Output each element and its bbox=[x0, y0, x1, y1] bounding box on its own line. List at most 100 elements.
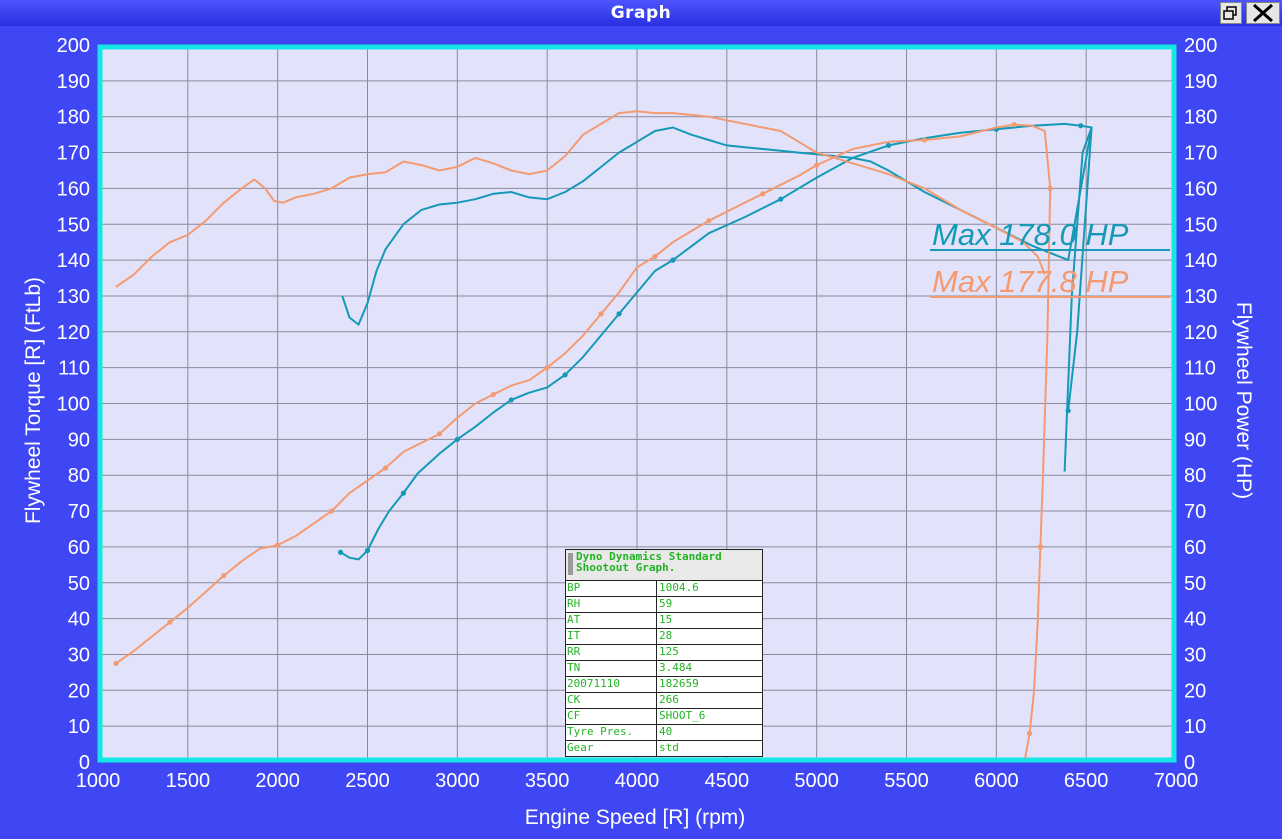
series-point-run2hp bbox=[221, 572, 227, 579]
series-point-run2hp bbox=[490, 391, 496, 398]
series-point-run2hp bbox=[1047, 185, 1053, 191]
y-tick-label-right: 50 bbox=[1184, 573, 1206, 595]
series-point-run2hp bbox=[706, 218, 712, 224]
info-key: TN bbox=[566, 661, 657, 676]
info-row-it: IT 28 bbox=[566, 629, 762, 645]
info-row-ck: CK 266 bbox=[566, 693, 762, 709]
y-tick-label-right: 150 bbox=[1184, 214, 1217, 236]
info-key: RH bbox=[566, 597, 657, 612]
y-tick-label-left: 60 bbox=[68, 537, 90, 559]
y-tick-label-right: 120 bbox=[1184, 322, 1217, 344]
y-tick-label-left: 120 bbox=[57, 322, 90, 344]
y-tick-label-right: 100 bbox=[1184, 394, 1217, 416]
info-value: 1004.6 bbox=[659, 581, 699, 594]
y-tick-label-right: 80 bbox=[1184, 465, 1206, 487]
info-key: IT bbox=[566, 629, 657, 644]
info-key: CF bbox=[566, 709, 657, 724]
y-tick-label-left: 190 bbox=[57, 71, 90, 93]
x-tick-label: 7000 bbox=[1154, 770, 1199, 792]
x-tick-label: 3000 bbox=[435, 770, 480, 792]
y-tick-label-right: 170 bbox=[1184, 143, 1217, 165]
info-row-at: AT 15 bbox=[566, 613, 762, 629]
y-tick-label-right: 180 bbox=[1184, 107, 1217, 129]
info-row-tn: TN 3.484 bbox=[566, 661, 762, 677]
series-point-run2hp bbox=[328, 508, 335, 514]
y-tick-label-right: 190 bbox=[1184, 71, 1217, 93]
series-point-run2hp bbox=[436, 431, 442, 437]
info-value: 182659 bbox=[659, 677, 699, 690]
series-point-run2hp bbox=[275, 542, 281, 548]
info-value: 3.484 bbox=[659, 661, 693, 674]
series-point-run1hp bbox=[508, 397, 514, 403]
info-value: 59 bbox=[659, 597, 673, 610]
restore-window-button[interactable] bbox=[1220, 2, 1242, 24]
series-point-run1hp bbox=[778, 196, 784, 202]
y-tick-label-left: 10 bbox=[68, 716, 90, 738]
x-tick-label: 1000 bbox=[76, 770, 121, 792]
window-title: Graph bbox=[610, 3, 672, 23]
x-tick-label: 6500 bbox=[1064, 770, 1109, 792]
x-tick-label: 5500 bbox=[884, 770, 929, 792]
series-point-run1hp bbox=[885, 142, 892, 148]
series-point-run2hp bbox=[760, 191, 766, 197]
info-value: 125 bbox=[659, 645, 679, 658]
close-window-button[interactable] bbox=[1246, 2, 1280, 24]
y-tick-label-right: 0 bbox=[1184, 752, 1195, 774]
info-title-line2: Shootout Graph. bbox=[576, 561, 676, 574]
x-axis-label: Engine Speed [R] (rpm) bbox=[525, 806, 746, 829]
x-tick-label: 1500 bbox=[166, 770, 211, 792]
info-value: 266 bbox=[659, 693, 679, 706]
y-tick-label-right: 70 bbox=[1184, 501, 1206, 523]
max-power-annotation: Max 177.8 HP bbox=[932, 264, 1129, 299]
series-point-run2hp bbox=[652, 253, 658, 260]
y-tick-label-left: 0 bbox=[79, 752, 90, 774]
series-point-run2hp bbox=[814, 162, 820, 168]
series-point-run1hp bbox=[454, 436, 460, 442]
info-row-cf: CF SHOOT_6 bbox=[566, 709, 762, 725]
close-x-icon bbox=[1253, 3, 1273, 23]
y-tick-label-left: 180 bbox=[57, 107, 90, 129]
series-point-run1hp bbox=[562, 372, 568, 378]
y-tick-label-right: 90 bbox=[1184, 429, 1206, 451]
y-tick-label-left: 130 bbox=[57, 286, 90, 308]
y-tick-label-left: 150 bbox=[57, 214, 90, 236]
x-tick-label: 6000 bbox=[974, 770, 1019, 792]
series-point-run1hp bbox=[1065, 408, 1071, 414]
series-point-run1hp bbox=[337, 549, 344, 555]
y-tick-label-left: 80 bbox=[68, 465, 90, 487]
run-info-table: Dyno Dynamics Standard Shootout Graph. B… bbox=[565, 549, 763, 757]
y-tick-label-right: 20 bbox=[1184, 680, 1206, 702]
info-value: 40 bbox=[659, 725, 673, 738]
y-tick-label-left: 30 bbox=[68, 644, 90, 666]
info-title-line1: Dyno Dynamics Standard bbox=[576, 550, 722, 563]
series-point-run1hp bbox=[364, 547, 371, 554]
y-axis-label-right: Flywheel Power (HP) bbox=[1232, 302, 1255, 499]
window-titlebar[interactable]: Graph bbox=[0, 0, 1282, 26]
y-tick-label-left: 110 bbox=[58, 358, 90, 380]
y-tick-label-left: 100 bbox=[57, 394, 90, 416]
info-row-20071110: 20071110 182659 bbox=[566, 677, 762, 693]
info-table-header: Dyno Dynamics Standard Shootout Graph. bbox=[566, 550, 762, 581]
series-line-run2hp bbox=[115, 123, 1052, 759]
y-tick-label-right: 140 bbox=[1184, 250, 1217, 272]
info-row-tyre-pres-: Tyre Pres. 40 bbox=[566, 725, 762, 741]
series-point-run1hp bbox=[400, 490, 407, 496]
y-tick-label-left: 90 bbox=[68, 429, 90, 451]
y-tick-label-left: 20 bbox=[68, 680, 90, 702]
plot-border bbox=[97, 44, 1177, 763]
y-tick-label-right: 40 bbox=[1184, 609, 1206, 631]
y-tick-label-right: 200 bbox=[1184, 35, 1217, 57]
series-point-run1hp bbox=[616, 311, 622, 317]
series-line-run2 bbox=[115, 110, 1046, 288]
info-key: AT bbox=[566, 613, 657, 628]
info-value: std bbox=[659, 741, 679, 754]
series-point-run2hp bbox=[544, 365, 550, 371]
info-row-rh: RH 59 bbox=[566, 597, 762, 613]
x-tick-label: 4500 bbox=[705, 770, 750, 792]
x-tick-label: 2000 bbox=[255, 770, 300, 792]
y-tick-label-left: 50 bbox=[68, 573, 90, 595]
info-value: 28 bbox=[659, 629, 673, 642]
y-tick-label-left: 40 bbox=[68, 609, 90, 631]
y-tick-label-left: 200 bbox=[57, 35, 90, 57]
info-row-bp: BP 1004.6 bbox=[566, 581, 762, 597]
